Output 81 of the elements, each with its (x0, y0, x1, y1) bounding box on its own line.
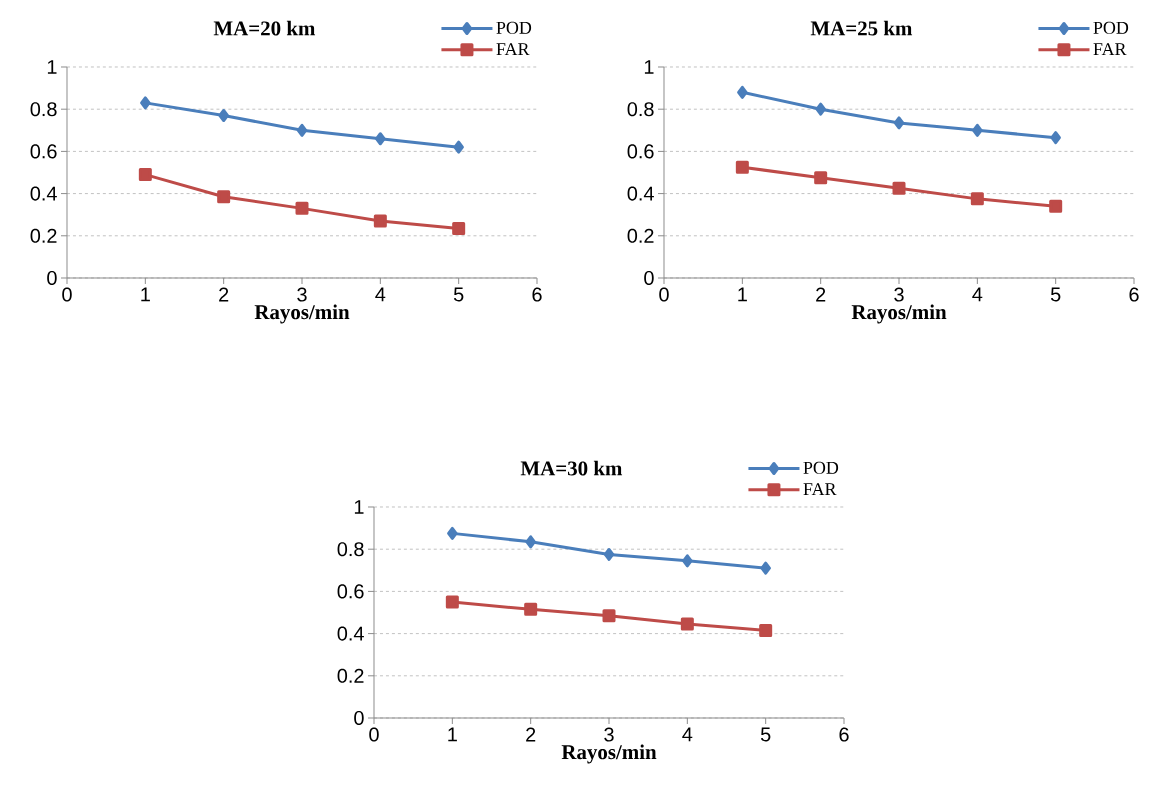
point (375, 132, 386, 146)
point (1049, 199, 1063, 213)
chart-title: MA=30 km (520, 460, 623, 476)
y-tick-label: 1 (47, 60, 57, 74)
x-tick-label: 1 (141, 287, 150, 302)
x-tick-label: 0 (659, 287, 669, 302)
point (453, 140, 464, 154)
point (525, 535, 536, 549)
point (759, 623, 773, 637)
point (893, 116, 905, 130)
x-tick-label: 0 (62, 287, 72, 302)
x-tick-label: 4 (972, 287, 983, 302)
x-tick-label: 1 (448, 727, 457, 742)
point (218, 109, 229, 123)
y-tick-label: 1 (644, 60, 654, 74)
x-tick-label: 1 (738, 287, 747, 302)
point (603, 547, 615, 561)
y-tick-label: 0.6 (30, 144, 57, 159)
point (602, 609, 616, 623)
point (814, 171, 828, 185)
x-tick-label: 5 (1050, 287, 1061, 302)
y-tick-label: 0.4 (337, 626, 364, 641)
x-tick-label: 6 (839, 727, 849, 742)
y-tick-label: 0 (47, 270, 57, 286)
point (524, 602, 538, 616)
y-tick-label: 0.4 (30, 186, 57, 201)
chart-title: MA=20 km (213, 20, 316, 36)
x-axis-title: Rayos/min (254, 304, 350, 324)
legend-label: FAR (1093, 43, 1127, 55)
x-tick-label: 0 (369, 727, 379, 742)
point (815, 102, 826, 116)
y-tick-label: 0.8 (627, 102, 654, 117)
chart-title: MA=25 km (810, 20, 913, 36)
point (1050, 131, 1061, 145)
point (892, 181, 906, 195)
point (447, 526, 458, 540)
x-tick-label: 3 (297, 287, 307, 302)
x-tick-label: 4 (682, 727, 693, 742)
x-tick-label: 2 (219, 287, 229, 302)
point (296, 123, 308, 137)
y-tick-label: 0.2 (627, 228, 654, 243)
point (760, 561, 771, 575)
x-tick-label: 5 (760, 727, 771, 742)
y-tick-label: 0.8 (337, 542, 364, 557)
x-tick-label: 2 (526, 727, 536, 742)
y-tick-label: 0 (354, 710, 364, 726)
point (682, 554, 693, 568)
x-tick-label: 6 (1129, 287, 1139, 302)
legend-label: POD (1093, 21, 1129, 34)
y-tick-label: 0.6 (337, 584, 364, 599)
x-tick-label: 3 (894, 287, 904, 302)
x-tick-label: 6 (532, 287, 542, 302)
legend-label: FAR (496, 43, 530, 55)
x-tick-label: 5 (453, 287, 464, 302)
y-tick-label: 0 (644, 270, 654, 286)
x-tick-label: 4 (375, 287, 386, 302)
legend-label: FAR (803, 483, 837, 495)
y-tick-label: 0.2 (30, 228, 57, 243)
point (680, 617, 694, 631)
y-tick-label: 0.4 (627, 186, 654, 201)
y-tick-label: 0.8 (30, 102, 57, 117)
x-axis-title: Rayos/min (851, 304, 947, 324)
point (295, 201, 309, 215)
y-tick-label: 0.6 (627, 144, 654, 159)
x-tick-label: 3 (604, 727, 614, 742)
point (970, 192, 984, 206)
point (972, 123, 983, 137)
point (138, 168, 152, 182)
legend-label: POD (496, 21, 532, 34)
point (737, 85, 748, 99)
y-tick-label: 1 (354, 500, 364, 514)
point (217, 190, 231, 204)
legend-label: POD (803, 461, 839, 474)
point (735, 160, 749, 174)
point (140, 96, 151, 110)
x-tick-label: 2 (816, 287, 826, 302)
point (373, 214, 387, 228)
x-axis-title: Rayos/min (561, 744, 657, 764)
point (445, 595, 459, 609)
y-tick-label: 0.2 (337, 668, 364, 683)
point (452, 221, 466, 235)
